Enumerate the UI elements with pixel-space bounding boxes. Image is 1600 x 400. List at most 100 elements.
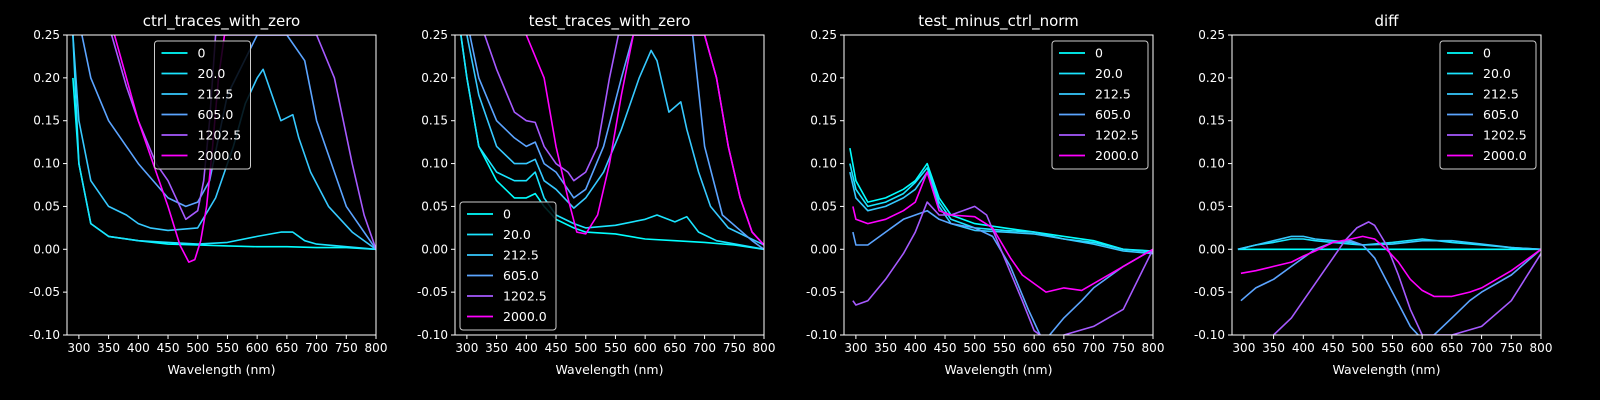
- legend-label: 1202.5: [1095, 128, 1139, 143]
- series-line-212-5: [1237, 235, 1541, 251]
- y-tick-label: -0.10: [1194, 328, 1225, 342]
- x-tick-label: 600: [634, 341, 657, 355]
- series-line-20-0: [72, 35, 376, 251]
- x-tick-label: 700: [1082, 341, 1105, 355]
- x-tick-label: 550: [216, 341, 239, 355]
- x-tick-label: 500: [1351, 341, 1374, 355]
- legend-label: 605.0: [503, 268, 539, 283]
- series-line-1202-5: [852, 201, 1153, 335]
- x-tick-label: 600: [1023, 341, 1046, 355]
- chart-title: test_minus_ctrl_norm: [918, 12, 1079, 31]
- x-tick-label: 400: [904, 341, 927, 355]
- y-tick-label: 0.05: [810, 199, 837, 213]
- series-line-2000-0: [852, 171, 1153, 293]
- x-tick-label: 350: [874, 341, 897, 355]
- y-tick-label: -0.10: [417, 328, 448, 342]
- legend-label: 605.0: [1095, 107, 1131, 122]
- legend-label: 0: [503, 207, 511, 222]
- chart-series-group: [1237, 221, 1541, 335]
- legend-label: 20.0: [198, 66, 226, 81]
- legend-label: 212.5: [1095, 87, 1131, 102]
- x-tick-label: 750: [335, 341, 358, 355]
- x-tick-label: 300: [1232, 341, 1255, 355]
- x-tick-label: 800: [365, 341, 388, 355]
- legend-label: 2000.0: [1483, 148, 1527, 163]
- x-tick-label: 450: [545, 341, 568, 355]
- chart-panel-3: test_minus_ctrl_norm 300 350 400 450 500 550 60…: [806, 12, 1165, 377]
- legend-label: 20.0: [1483, 66, 1511, 81]
- y-tick-label: -0.10: [806, 328, 837, 342]
- legend-label: 0: [1483, 46, 1491, 61]
- x-tick-label: 400: [515, 341, 538, 355]
- y-tick-label: 0.05: [33, 199, 60, 213]
- legend-label: 0: [1095, 46, 1103, 61]
- x-tick-label: 700: [305, 341, 328, 355]
- legend-label: 2000.0: [503, 309, 547, 324]
- series-line-605-0: [469, 35, 764, 250]
- y-tick-label: 0.00: [33, 242, 60, 256]
- chart-series-group: [460, 35, 764, 251]
- x-tick-label: 450: [934, 341, 957, 355]
- y-tick-label: 0.15: [421, 114, 448, 128]
- y-tick-label: 0.25: [810, 28, 837, 42]
- legend-label: 20.0: [503, 227, 531, 242]
- y-tick-label: 0.25: [33, 28, 60, 42]
- x-tick-label: 550: [604, 341, 627, 355]
- legend: 0 20.0 212.5 605.0 1202.5 2000.0: [459, 201, 557, 331]
- x-tick-label: 550: [1381, 341, 1404, 355]
- x-tick-label: 500: [574, 341, 597, 355]
- legend-label: 212.5: [1483, 87, 1519, 102]
- y-tick-label: 0.20: [810, 71, 837, 85]
- legend-label: 1202.5: [1483, 128, 1527, 143]
- y-tick-label: 0.05: [1198, 199, 1225, 213]
- y-tick-label: 0.05: [421, 199, 448, 213]
- x-tick-label: 650: [1052, 341, 1075, 355]
- x-tick-label: 350: [1262, 341, 1285, 355]
- x-tick-label: 300: [455, 341, 478, 355]
- series-line-605-0: [852, 209, 1153, 335]
- x-tick-label: 550: [993, 341, 1016, 355]
- y-tick-label: -0.10: [29, 328, 60, 342]
- series-line-0: [849, 147, 1153, 252]
- legend-label: 212.5: [198, 87, 234, 102]
- y-tick-label: -0.05: [806, 285, 837, 299]
- y-tick-label: 0.00: [1198, 242, 1225, 256]
- legend-label: 2000.0: [198, 148, 242, 163]
- legend: 0 20.0 212.5 605.0 1202.5 2000.0: [154, 40, 251, 170]
- chart-title: ctrl_traces_with_zero: [143, 12, 300, 31]
- legend-label: 605.0: [198, 107, 234, 122]
- y-tick-label: 0.15: [1198, 114, 1225, 128]
- x-tick-label: 400: [127, 341, 150, 355]
- x-axis-label: Wavelength (nm): [168, 362, 276, 377]
- y-tick-label: 0.20: [1198, 71, 1225, 85]
- legend: 0 20.0 212.5 605.0 1202.5 2000.0: [1051, 40, 1149, 170]
- x-tick-label: 500: [963, 341, 986, 355]
- y-tick-label: 0.15: [810, 114, 837, 128]
- x-axis-label: Wavelength (nm): [945, 362, 1053, 377]
- y-tick-label: 0.10: [33, 157, 60, 171]
- y-tick-label: 0.25: [1198, 28, 1225, 42]
- y-tick-label: 0.20: [33, 71, 60, 85]
- legend-label: 1202.5: [198, 128, 242, 143]
- y-tick-label: -0.05: [29, 285, 60, 299]
- x-tick-label: 750: [723, 341, 746, 355]
- plot-frame: [843, 34, 1154, 336]
- series-line-1202-5: [1273, 221, 1541, 335]
- series-line-2000-0: [525, 35, 764, 246]
- legend-label: 0: [198, 46, 206, 61]
- x-tick-label: 800: [1530, 341, 1553, 355]
- chart-series-group: [849, 147, 1153, 335]
- x-axis-label: Wavelength (nm): [1333, 362, 1441, 377]
- x-tick-label: 700: [1470, 341, 1493, 355]
- y-tick-label: 0.00: [810, 242, 837, 256]
- x-tick-label: 800: [753, 341, 776, 355]
- legend-label: 212.5: [503, 248, 539, 263]
- legend-label: 2000.0: [1095, 148, 1139, 163]
- chart-panel-1: ctrl_traces_with_zero 300 350 400 450 500 550 6…: [29, 12, 388, 377]
- chart-title: test_traces_with_zero: [529, 12, 691, 31]
- x-tick-label: 750: [1500, 341, 1523, 355]
- chart-title: diff: [1374, 12, 1399, 30]
- x-tick-label: 650: [275, 341, 298, 355]
- y-tick-label: 0.00: [421, 242, 448, 256]
